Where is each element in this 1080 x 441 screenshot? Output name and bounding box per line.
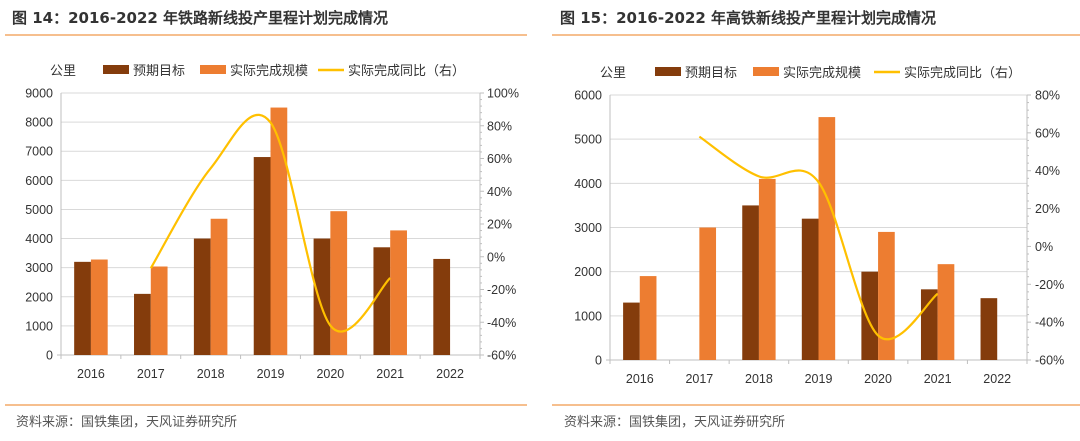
yoy-line xyxy=(149,113,391,333)
bar-target xyxy=(623,302,640,360)
y-tick-label: 5000 xyxy=(25,203,53,217)
x-tick-label: 2020 xyxy=(316,367,344,381)
bar-target xyxy=(373,247,391,355)
x-tick-label: 2019 xyxy=(257,367,285,381)
y-tick-label: 0 xyxy=(595,354,602,368)
source-divider xyxy=(552,404,1080,406)
y2-tick-label: -40% xyxy=(1035,316,1064,330)
legend-label: 预期目标 xyxy=(685,65,737,80)
bar-target xyxy=(134,293,151,355)
bar-actual xyxy=(150,266,168,355)
y-tick-label: 9000 xyxy=(25,87,53,101)
bar-target xyxy=(193,238,211,355)
y-tick-label: 4000 xyxy=(25,232,53,246)
y2-tick-label: -40% xyxy=(487,316,516,330)
x-tick-label: 2017 xyxy=(685,372,713,386)
bar-target xyxy=(313,238,331,355)
y2-tick-label: -60% xyxy=(487,349,516,363)
bar-actual xyxy=(818,117,836,360)
y-tick-label: 6000 xyxy=(574,89,602,103)
y-axis-unit-label: 公里 xyxy=(50,63,76,78)
x-tick-label: 2019 xyxy=(805,372,833,386)
y-tick-label: 4000 xyxy=(574,177,602,191)
y2-tick-label: 60% xyxy=(487,152,512,166)
y-tick-label: 5000 xyxy=(574,133,602,147)
x-tick-label: 2018 xyxy=(745,372,773,386)
x-tick-label: 2016 xyxy=(626,372,654,386)
bar-actual xyxy=(758,178,776,360)
legend-swatch-target xyxy=(103,65,129,74)
y2-tick-label: -60% xyxy=(1035,354,1064,368)
bar-target xyxy=(742,205,759,360)
y-tick-label: 1000 xyxy=(574,309,602,323)
bar-actual xyxy=(699,227,717,360)
bar-target xyxy=(74,261,91,355)
bar-actual xyxy=(639,276,657,360)
x-tick-label: 2020 xyxy=(864,372,892,386)
y2-tick-label: 40% xyxy=(487,185,512,199)
source-note: 资料来源：国铁集团，天风证券研究所 xyxy=(564,415,786,430)
bar-actual xyxy=(330,211,348,355)
y-tick-label: 1000 xyxy=(25,319,53,333)
y-axis-unit-label: 公里 xyxy=(600,65,626,80)
bar-target xyxy=(980,298,998,360)
y-tick-label: 2000 xyxy=(25,290,53,304)
y2-tick-label: -20% xyxy=(1035,278,1064,292)
legend-label: 实际完成规模 xyxy=(783,65,861,80)
legend-swatch-actual xyxy=(200,65,226,74)
legend-label: 实际完成同比（右） xyxy=(348,63,465,78)
x-tick-label: 2021 xyxy=(924,372,952,386)
y2-tick-label: 0% xyxy=(487,250,505,264)
title-divider xyxy=(5,34,527,36)
bar-actual xyxy=(90,259,108,355)
y-tick-label: 3000 xyxy=(25,261,53,275)
y-tick-label: 0 xyxy=(46,349,53,363)
legend-swatch-target xyxy=(655,67,681,76)
bar-target xyxy=(801,218,819,360)
legend-label: 实际完成同比（右） xyxy=(904,65,1021,80)
source-divider xyxy=(5,404,527,406)
x-tick-label: 2022 xyxy=(983,372,1011,386)
bar-actual xyxy=(937,264,955,360)
bar-actual xyxy=(878,231,895,360)
legend-label: 预期目标 xyxy=(133,63,185,78)
y-tick-label: 6000 xyxy=(25,174,53,188)
bar-target xyxy=(433,258,451,355)
bar-actual xyxy=(390,230,407,355)
legend-label: 实际完成规模 xyxy=(230,63,308,78)
yoy-line xyxy=(698,135,939,341)
y2-tick-label: 40% xyxy=(1035,164,1060,178)
y-tick-label: 2000 xyxy=(574,265,602,279)
y2-tick-label: 20% xyxy=(1035,202,1060,216)
bar-target xyxy=(861,271,879,360)
chart-panel-highspeed: 图 15：2016-2022 年高铁新线投产里程计划完成情况 0 1000 2000… xyxy=(548,0,1080,441)
bar-actual xyxy=(270,107,288,355)
y2-tick-label: 20% xyxy=(487,218,512,232)
y2-tick-label: 0% xyxy=(1035,240,1053,254)
legend-swatch-actual xyxy=(753,67,779,76)
y2-tick-label: -20% xyxy=(487,283,516,297)
x-tick-label: 2021 xyxy=(376,367,404,381)
x-tick-label: 2016 xyxy=(77,367,105,381)
bar-target xyxy=(920,289,938,360)
bar-target xyxy=(253,157,271,355)
y2-tick-label: 60% xyxy=(1035,126,1060,140)
y2-tick-label: 100% xyxy=(487,87,519,101)
chart-title: 图 15：2016-2022 年高铁新线投产里程计划完成情况 xyxy=(560,9,937,27)
title-divider xyxy=(552,34,1080,36)
y-tick-label: 3000 xyxy=(574,221,602,235)
chart-title: 图 14：2016-2022 年铁路新线投产里程计划完成情况 xyxy=(12,9,389,27)
y2-tick-label: 80% xyxy=(1035,89,1060,103)
chart-highspeed: 0 1000 2000 3000 4000 5000 6000 -60% -40% -20% 0% 2… xyxy=(574,65,1064,386)
bar-actual xyxy=(210,218,228,355)
x-tick-label: 2018 xyxy=(197,367,225,381)
y2-tick-label: 80% xyxy=(487,119,512,133)
y-tick-label: 7000 xyxy=(25,145,53,159)
x-tick-label: 2017 xyxy=(137,367,165,381)
source-note: 资料来源：国铁集团，天风证券研究所 xyxy=(16,415,238,430)
chart-railway: 0 1000 2000 3000 4000 5000 6000 7000 8000 9000 -60… xyxy=(25,63,519,381)
y-tick-label: 8000 xyxy=(25,116,53,130)
x-tick-label: 2022 xyxy=(436,367,464,381)
chart-panel-railway: 图 14：2016-2022 年铁路新线投产里程计划完成情况 0 1000 2000… xyxy=(5,9,527,430)
